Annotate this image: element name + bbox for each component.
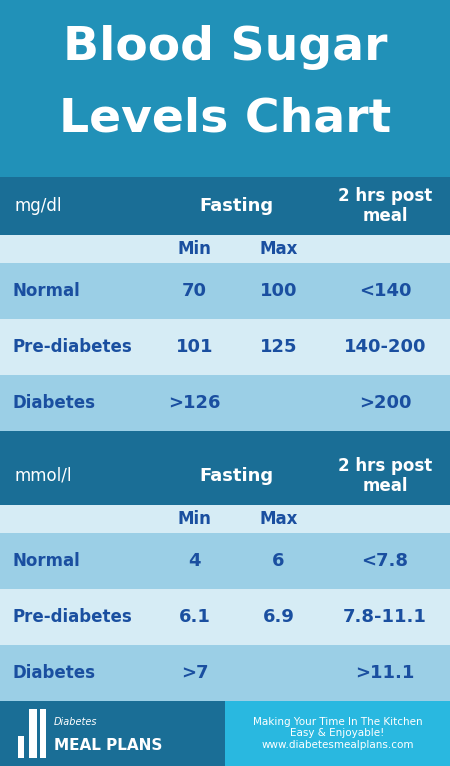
Bar xyxy=(0,375,450,431)
Text: 101: 101 xyxy=(176,338,213,356)
Text: 125: 125 xyxy=(260,338,297,356)
Text: MEAL PLANS: MEAL PLANS xyxy=(54,738,162,753)
Text: 100: 100 xyxy=(260,282,297,300)
Text: 70: 70 xyxy=(182,282,207,300)
Text: mg/dl: mg/dl xyxy=(15,197,63,215)
Text: 6.9: 6.9 xyxy=(262,608,294,626)
Bar xyxy=(0,235,450,263)
Text: Fasting: Fasting xyxy=(199,467,273,485)
Text: Normal: Normal xyxy=(12,282,80,300)
Bar xyxy=(18,709,24,758)
Bar xyxy=(0,319,450,375)
Bar xyxy=(225,701,450,766)
Text: >126: >126 xyxy=(168,394,221,412)
Text: <7.8: <7.8 xyxy=(361,552,409,570)
Text: Levels Chart: Levels Chart xyxy=(59,96,391,141)
Text: <140: <140 xyxy=(359,282,411,300)
Bar xyxy=(0,589,450,645)
Text: 140-200: 140-200 xyxy=(344,338,426,356)
Bar xyxy=(18,709,24,736)
Text: 6.1: 6.1 xyxy=(179,608,211,626)
Text: Min: Min xyxy=(178,240,211,258)
Text: 2 hrs post
meal: 2 hrs post meal xyxy=(338,187,432,225)
Text: >200: >200 xyxy=(359,394,411,412)
Bar xyxy=(0,0,450,177)
Text: Blood Sugar: Blood Sugar xyxy=(63,25,387,70)
Text: Diabetes: Diabetes xyxy=(12,394,95,412)
Text: >7: >7 xyxy=(181,664,208,682)
Text: Diabetes: Diabetes xyxy=(54,717,98,727)
Text: Min: Min xyxy=(178,510,211,528)
Bar xyxy=(0,431,450,447)
Text: Max: Max xyxy=(259,240,298,258)
Bar xyxy=(29,709,37,758)
Text: Pre-diabetes: Pre-diabetes xyxy=(12,608,132,626)
Text: Fasting: Fasting xyxy=(199,197,273,215)
Text: Making Your Time In The Kitchen
Easy & Enjoyable!
www.diabetesmealplans.com: Making Your Time In The Kitchen Easy & E… xyxy=(253,717,422,750)
Bar xyxy=(0,645,450,701)
Text: >11.1: >11.1 xyxy=(356,664,415,682)
Bar xyxy=(0,177,450,235)
Text: 2 hrs post
meal: 2 hrs post meal xyxy=(338,457,432,496)
Bar xyxy=(0,505,450,533)
Text: Pre-diabetes: Pre-diabetes xyxy=(12,338,132,356)
Text: Diabetes: Diabetes xyxy=(12,664,95,682)
Bar xyxy=(40,709,46,758)
Text: 4: 4 xyxy=(188,552,201,570)
Text: 6: 6 xyxy=(272,552,285,570)
Text: 7.8-11.1: 7.8-11.1 xyxy=(343,608,427,626)
Bar xyxy=(0,263,450,319)
Bar xyxy=(0,533,450,589)
Text: mmol/l: mmol/l xyxy=(15,467,72,485)
Text: Normal: Normal xyxy=(12,552,80,570)
Bar xyxy=(0,701,225,766)
Bar xyxy=(0,447,450,505)
Text: Max: Max xyxy=(259,510,298,528)
